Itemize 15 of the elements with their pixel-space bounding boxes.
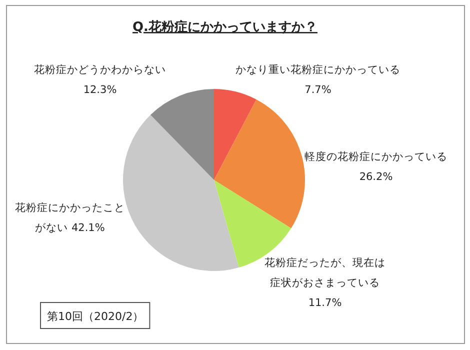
data-label: 11.7%: [308, 297, 342, 309]
pie-slice: [214, 89, 256, 180]
pie-slice: [214, 99, 305, 228]
data-label: 26.2%: [359, 171, 393, 183]
slice-label: 軽度の花粉症にかかっている: [304, 150, 448, 163]
slice-label: 花粉症にかかったことがない 42.1%: [15, 201, 125, 234]
slice-label: かなり重い花粉症にかかっている: [236, 63, 400, 76]
data-label: 12.3%: [83, 84, 117, 96]
data-label: 7.7%: [304, 84, 332, 96]
slice-label: 花粉症だったが、現在は症状がおさまっている: [264, 256, 386, 289]
slice-label: 花粉症かどうかわからない: [34, 63, 166, 76]
pie-slice: [123, 114, 239, 271]
pie-slice: [150, 89, 214, 180]
text: 第10回（2020/2）: [47, 310, 144, 323]
chart-title: Q.花粉症にかかっていますか？: [132, 19, 318, 35]
